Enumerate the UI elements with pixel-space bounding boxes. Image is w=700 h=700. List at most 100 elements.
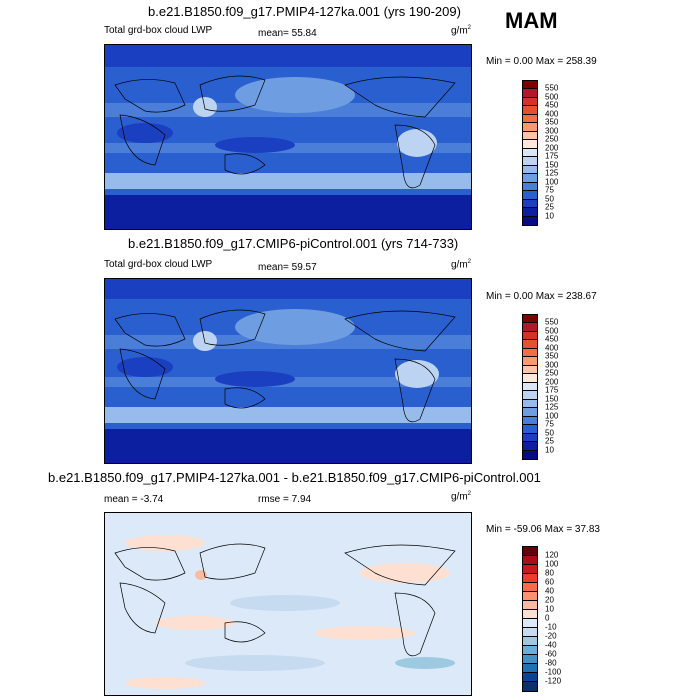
colorbar-tick-label: 10 (545, 445, 554, 455)
colorbar-segment (523, 583, 537, 592)
colorbar-tick-label: 150 (545, 160, 559, 170)
panel3-colorbar (522, 546, 538, 692)
panel3-rmse: rmse = 7.94 (258, 494, 312, 505)
panel2-mean: mean= 59.57 (258, 262, 317, 273)
colorbar-tick-label: 10 (545, 211, 554, 221)
colorbar-tick-label: 150 (545, 394, 559, 404)
colorbar-segment (523, 673, 537, 682)
panel3-map-field (105, 513, 471, 695)
colorbar-tick-label: 50 (545, 194, 554, 204)
colorbar-segment (523, 340, 537, 349)
panel1-units: g/m2 (451, 25, 472, 37)
colorbar-tick-label: 120 (545, 550, 559, 560)
colorbar-tick-label: 250 (545, 134, 559, 144)
colorbar-segment (523, 433, 537, 443)
colorbar-tick-label: 75 (545, 419, 554, 429)
panel3-map (104, 512, 472, 696)
colorbar-segment (523, 408, 537, 417)
colorbar-tick-label: 100 (545, 411, 559, 421)
colorbar-tick-label: 350 (545, 351, 559, 361)
colorbar-segment (523, 199, 537, 209)
colorbar-segment (523, 106, 537, 115)
colorbar-segment (523, 97, 537, 107)
colorbar-segment (523, 208, 537, 217)
panel1-title: b.e21.B1850.f09_g17.PMIP4-127ka.001 (yrs… (148, 4, 461, 19)
colorbar-segment (523, 442, 537, 451)
colorbar-segment (523, 191, 537, 200)
colorbar-tick-label: 300 (545, 126, 559, 136)
colorbar-tick-label: 500 (545, 92, 559, 102)
colorbar-tick-label: -60 (545, 649, 557, 659)
colorbar-segment (523, 565, 537, 574)
colorbar-segment (523, 450, 537, 459)
colorbar-tick-label: 175 (545, 151, 559, 161)
colorbar-segment (523, 391, 537, 400)
colorbar-tick-label: 40 (545, 586, 554, 596)
colorbar-tick-label: 25 (545, 436, 554, 446)
panel1-variable-label: Total grd-box cloud LWP (104, 25, 213, 36)
colorbar-segment (523, 619, 537, 628)
colorbar-segment (523, 157, 537, 166)
colorbar-segment (523, 348, 537, 358)
colorbar-tick-label: 80 (545, 568, 554, 578)
colorbar-segment (523, 610, 537, 619)
panel1-map-field (105, 45, 471, 229)
colorbar-segment (523, 114, 537, 124)
colorbar-segment (523, 315, 537, 324)
colorbar-segment (523, 81, 537, 90)
colorbar-tick-label: -40 (545, 640, 557, 650)
colorbar-tick-label: 25 (545, 202, 554, 212)
colorbar-tick-label: 100 (545, 177, 559, 187)
panel2-map (104, 278, 472, 464)
colorbar-tick-label: 500 (545, 326, 559, 336)
colorbar-tick-label: -120 (545, 676, 562, 686)
colorbar-tick-label: -80 (545, 658, 557, 668)
colorbar-tick-label: 250 (545, 368, 559, 378)
colorbar-segment (523, 357, 537, 366)
colorbar-segment (523, 140, 537, 149)
colorbar-segment (523, 374, 537, 383)
colorbar-segment (523, 165, 537, 175)
panel3-title: b.e21.B1850.f09_g17.PMIP4-127ka.001 - b.… (48, 470, 541, 485)
colorbar-segment (523, 174, 537, 183)
colorbar-segment (523, 556, 537, 565)
colorbar-segment (523, 628, 537, 637)
colorbar-segment (523, 399, 537, 409)
colorbar-tick-label: 20 (545, 595, 554, 605)
colorbar-tick-label: -10 (545, 622, 557, 632)
colorbar-tick-label: 550 (545, 83, 559, 93)
panel3-units: g/m2 (451, 491, 472, 503)
colorbar-segment (523, 123, 537, 132)
colorbar-tick-label: 200 (545, 143, 559, 153)
panel2-units: g/m2 (451, 259, 472, 271)
colorbar-segment (523, 365, 537, 375)
colorbar-segment (523, 601, 537, 610)
panel2-minmax: Min = 0.00 Max = 238.67 (486, 291, 597, 302)
panel1-mean: mean= 55.84 (258, 28, 317, 39)
panel1-minmax: Min = 0.00 Max = 258.39 (486, 56, 597, 67)
panel2-variable-label: Total grd-box cloud LWP (104, 259, 213, 270)
colorbar-segment (523, 331, 537, 341)
colorbar-segment (523, 664, 537, 673)
colorbar-segment (523, 182, 537, 192)
colorbar-segment (523, 382, 537, 392)
colorbar-segment (523, 592, 537, 601)
colorbar-tick-label: 125 (545, 402, 559, 412)
panel3-mean: mean = -3.74 (104, 494, 164, 505)
colorbar-segment (523, 547, 537, 556)
colorbar-tick-label: 50 (545, 428, 554, 438)
colorbar-tick-label: 60 (545, 577, 554, 587)
colorbar-tick-label: 400 (545, 109, 559, 119)
colorbar-tick-label: 10 (545, 604, 554, 614)
colorbar-tick-label: 450 (545, 334, 559, 344)
colorbar-segment (523, 637, 537, 646)
colorbar-segment (523, 89, 537, 98)
colorbar-segment (523, 323, 537, 332)
colorbar-segment (523, 574, 537, 583)
colorbar-tick-label: 450 (545, 100, 559, 110)
colorbar-tick-label: 175 (545, 385, 559, 395)
colorbar-tick-label: 550 (545, 317, 559, 327)
colorbar-segment (523, 425, 537, 434)
colorbar-segment (523, 682, 537, 691)
colorbar-tick-label: 75 (545, 185, 554, 195)
